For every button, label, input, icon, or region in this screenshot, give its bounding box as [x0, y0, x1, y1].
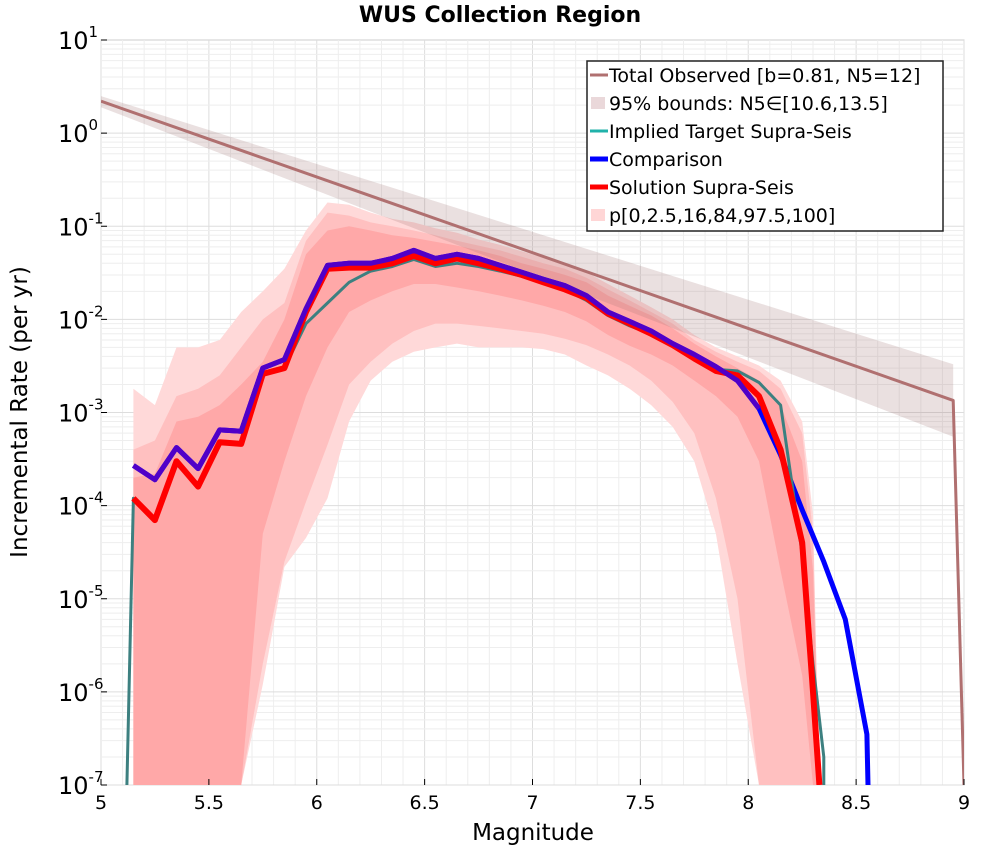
y-tick-label: 10-7: [58, 768, 104, 800]
band-p16-p84: [133, 226, 820, 785]
x-tick-label: 8.5: [841, 792, 871, 814]
y-tick-exponent: 1: [89, 23, 99, 41]
legend-label: Solution Supra-Seis: [609, 177, 794, 199]
y-tick-base: 10: [58, 27, 89, 55]
y-tick-base: 10: [58, 586, 89, 614]
x-tick-label: 9: [958, 792, 970, 814]
y-axis-label: Incremental Rate (per yr): [7, 266, 33, 558]
y-tick-label: 10-5: [58, 582, 104, 614]
x-tick-label: 8: [742, 792, 754, 814]
legend-label: p[0,2.5,16,84,97.5,100]: [609, 205, 835, 227]
y-tick-base: 10: [58, 120, 89, 148]
y-tick-base: 10: [58, 213, 89, 241]
y-tick-exponent: -6: [89, 675, 104, 693]
y-tick-exponent: -7: [89, 768, 104, 786]
legend-swatch: [591, 209, 605, 221]
y-tick-label: 101: [58, 23, 98, 55]
series-line-total-observed: [101, 99, 964, 785]
legend-label: Implied Target Supra-Seis: [609, 121, 852, 143]
legend-swatch: [591, 97, 605, 109]
y-tick-label: 10-6: [58, 675, 104, 707]
y-tick-exponent: -1: [89, 209, 104, 227]
y-tick-exponent: -2: [89, 302, 104, 320]
axis-ticks: 5 5.5 6 6.5 7 7.5 8 8.5 910-710-610-510-410-310-…: [58, 23, 970, 814]
y-tick-base: 10: [58, 400, 89, 428]
observed-95-band: [101, 96, 954, 437]
y-tick-base: 10: [58, 679, 89, 707]
x-tick-label: 5: [95, 792, 107, 814]
x-tick-label: 6: [311, 792, 323, 814]
x-tick-label: 7: [526, 792, 538, 814]
x-axis-label: Magnitude: [472, 820, 594, 846]
x-tick-label: 6.5: [410, 792, 440, 814]
y-tick-label: 10-2: [58, 302, 104, 334]
legend-label: Comparison: [609, 149, 723, 171]
y-tick-label: 10-4: [58, 489, 104, 521]
legend-label: 95% bounds: N5∈[10.6,13.5]: [609, 93, 888, 115]
x-tick-label: 5.5: [194, 792, 224, 814]
y-tick-exponent: -3: [89, 396, 104, 414]
legend-box: [586, 60, 944, 232]
y-tick-label: 100: [58, 116, 98, 148]
y-tick-base: 10: [58, 306, 89, 334]
legend: Total Observed [b=0.81, N5=12] 95% bounds…: [586, 60, 944, 232]
y-tick-label: 10-1: [58, 209, 104, 241]
legend-label: Total Observed [b=0.81, N5=12]: [608, 65, 920, 87]
plot-series: [101, 96, 964, 785]
y-tick-exponent: -5: [89, 582, 104, 600]
x-tick-label: 7.5: [625, 792, 655, 814]
chart-title: WUS Collection Region: [359, 3, 641, 28]
y-tick-base: 10: [58, 493, 89, 521]
series-line-comparison-overlap: [132, 247, 761, 483]
y-tick-exponent: 0: [89, 116, 99, 134]
y-tick-base: 10: [58, 772, 89, 800]
y-tick-exponent: -4: [89, 489, 104, 507]
y-tick-label: 10-3: [58, 396, 104, 428]
